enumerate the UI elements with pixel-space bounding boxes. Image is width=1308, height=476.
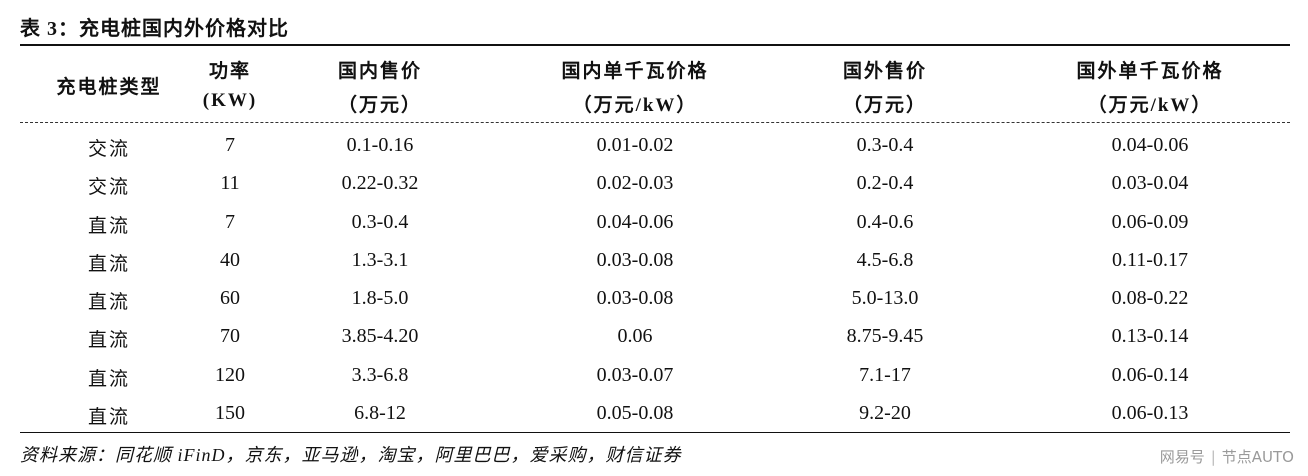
- cell-power: 70: [220, 325, 240, 348]
- table-header: 充电桩类型 功率 (KW) 国内售价 （万元） 国内单千瓦价格 （万元/kW） …: [20, 48, 1290, 120]
- cell-international-price: 0.2-0.4: [856, 172, 914, 195]
- cell-domestic-price: 1.3-3.1: [351, 248, 409, 271]
- cell-international-unit-price: 0.08-0.22: [1111, 287, 1189, 310]
- table-row: 直流 60 1.8-5.0 0.03-0.08 5.0-13.0 0.08-0.…: [20, 279, 1290, 317]
- header-domestic-unit-price-label: 国内单千瓦价格: [561, 61, 709, 82]
- cell-international-price: 5.0-13.0: [851, 287, 919, 310]
- cell-type: 直流: [87, 252, 130, 275]
- header-type: 充电桩类型: [20, 48, 198, 120]
- cell-domestic-price: 3.3-6.8: [351, 363, 409, 386]
- cell-type: 直流: [87, 367, 130, 390]
- cell-type: 交流: [87, 176, 130, 199]
- cell-domestic-unit-price: 0.03-0.07: [596, 363, 674, 386]
- cell-domestic-price: 1.8-5.0: [351, 287, 409, 310]
- table-row: 直流 150 6.8-12 0.05-0.08 9.2-20 0.06-0.13: [20, 394, 1290, 432]
- header-power-label: 功率: [208, 61, 251, 82]
- table-title: 表 3：充电桩国内外价格对比: [20, 18, 289, 40]
- table-header-rule: [20, 122, 1290, 123]
- cell-international-price: 0.4-0.6: [856, 210, 914, 233]
- header-domestic-price: 国内售价 （万元）: [280, 48, 480, 120]
- cell-international-unit-price: 0.06-0.13: [1111, 402, 1189, 425]
- cell-type: 交流: [87, 138, 130, 160]
- table-row: 交流 7 0.1-0.16 0.01-0.02 0.3-0.4 0.04-0.0…: [20, 126, 1290, 164]
- cell-international-unit-price: 0.04-0.06: [1111, 134, 1189, 156]
- watermark-separator: |: [1210, 448, 1216, 466]
- cell-type: 直流: [87, 329, 130, 352]
- cell-domestic-price: 6.8-12: [354, 402, 406, 425]
- header-domestic-unit-price-unit: （万元/kW）: [572, 95, 698, 116]
- cell-international-price: 8.75-9.45: [846, 325, 924, 348]
- cell-domestic-unit-price: 0.05-0.08: [596, 402, 674, 425]
- cell-power: 120: [215, 363, 245, 386]
- table-row: 直流 40 1.3-3.1 0.03-0.08 4.5-6.8 0.11-0.1…: [20, 241, 1290, 279]
- cell-power: 60: [220, 287, 240, 310]
- cell-power: 40: [220, 248, 240, 271]
- cell-power: 150: [215, 402, 245, 425]
- cell-international-unit-price: 0.11-0.17: [1112, 248, 1188, 271]
- cell-type: 直流: [87, 406, 130, 429]
- cell-domestic-unit-price: 0.04-0.06: [596, 210, 674, 233]
- cell-international-unit-price: 0.06-0.14: [1111, 363, 1189, 386]
- cell-domestic-price: 0.22-0.32: [341, 172, 419, 195]
- table-top-rule: [20, 44, 1290, 46]
- cell-domestic-unit-price: 0.02-0.03: [596, 172, 674, 195]
- header-international-price-unit: （万元）: [842, 95, 927, 116]
- cell-type: 直流: [87, 291, 130, 314]
- header-power: 功率 (KW): [180, 48, 280, 120]
- cell-domestic-unit-price: 0.01-0.02: [596, 134, 674, 156]
- table-row: 直流 70 3.85-4.20 0.06 8.75-9.45 0.13-0.14: [20, 317, 1290, 355]
- cell-domestic-price: 3.85-4.20: [341, 325, 419, 348]
- header-domestic-price-label: 国内售价: [337, 61, 422, 82]
- cell-international-price: 4.5-6.8: [856, 248, 914, 271]
- header-domestic-price-unit: （万元）: [337, 95, 422, 116]
- table-row: 直流 120 3.3-6.8 0.03-0.07 7.1-17 0.06-0.1…: [20, 356, 1290, 394]
- table-body: 交流 7 0.1-0.16 0.01-0.02 0.3-0.4 0.04-0.0…: [20, 126, 1290, 432]
- cell-domestic-price: 0.1-0.16: [346, 134, 414, 156]
- cell-international-unit-price: 0.03-0.04: [1111, 172, 1189, 195]
- cell-international-price: 0.3-0.4: [856, 134, 914, 156]
- cell-domestic-price: 0.3-0.4: [351, 210, 409, 233]
- watermark-left: 网易号: [1159, 448, 1205, 466]
- cell-domestic-unit-price: 0.03-0.08: [596, 248, 674, 271]
- source-note: 资料来源：同花顺 iFinD，京东，亚马逊，淘宝，阿里巴巴，爱采购，财信证券: [20, 445, 682, 465]
- header-international-unit-price-unit: （万元/kW）: [1087, 95, 1213, 116]
- watermark: 网易号 | 节点AUTO: [1160, 446, 1294, 467]
- cell-power: 7: [225, 134, 235, 156]
- header-international-price-label: 国外售价: [842, 61, 927, 82]
- cell-power: 11: [220, 172, 240, 195]
- cell-type: 直流: [87, 214, 130, 237]
- cell-domestic-unit-price: 0.06: [617, 325, 653, 348]
- header-international-unit-price: 国外单千瓦价格 （万元/kW）: [1030, 48, 1270, 120]
- cell-international-unit-price: 0.13-0.14: [1111, 325, 1189, 348]
- cell-international-price: 7.1-17: [859, 363, 911, 386]
- table-bottom-rule: [20, 432, 1290, 433]
- header-domestic-unit-price: 国内单千瓦价格 （万元/kW）: [510, 48, 760, 120]
- header-power-unit: (KW): [202, 90, 258, 111]
- header-international-price: 国外售价 （万元）: [780, 48, 990, 120]
- cell-international-price: 9.2-20: [859, 402, 911, 425]
- watermark-right: 节点AUTO: [1221, 448, 1294, 466]
- cell-international-unit-price: 0.06-0.09: [1111, 210, 1189, 233]
- table-row: 直流 7 0.3-0.4 0.04-0.06 0.4-0.6 0.06-0.09: [20, 203, 1290, 241]
- header-type-label: 充电桩类型: [56, 77, 162, 98]
- cell-domestic-unit-price: 0.03-0.08: [596, 287, 674, 310]
- table-row: 交流 11 0.22-0.32 0.02-0.03 0.2-0.4 0.03-0…: [20, 164, 1290, 202]
- header-international-unit-price-label: 国外单千瓦价格: [1076, 61, 1224, 82]
- cell-power: 7: [225, 210, 235, 233]
